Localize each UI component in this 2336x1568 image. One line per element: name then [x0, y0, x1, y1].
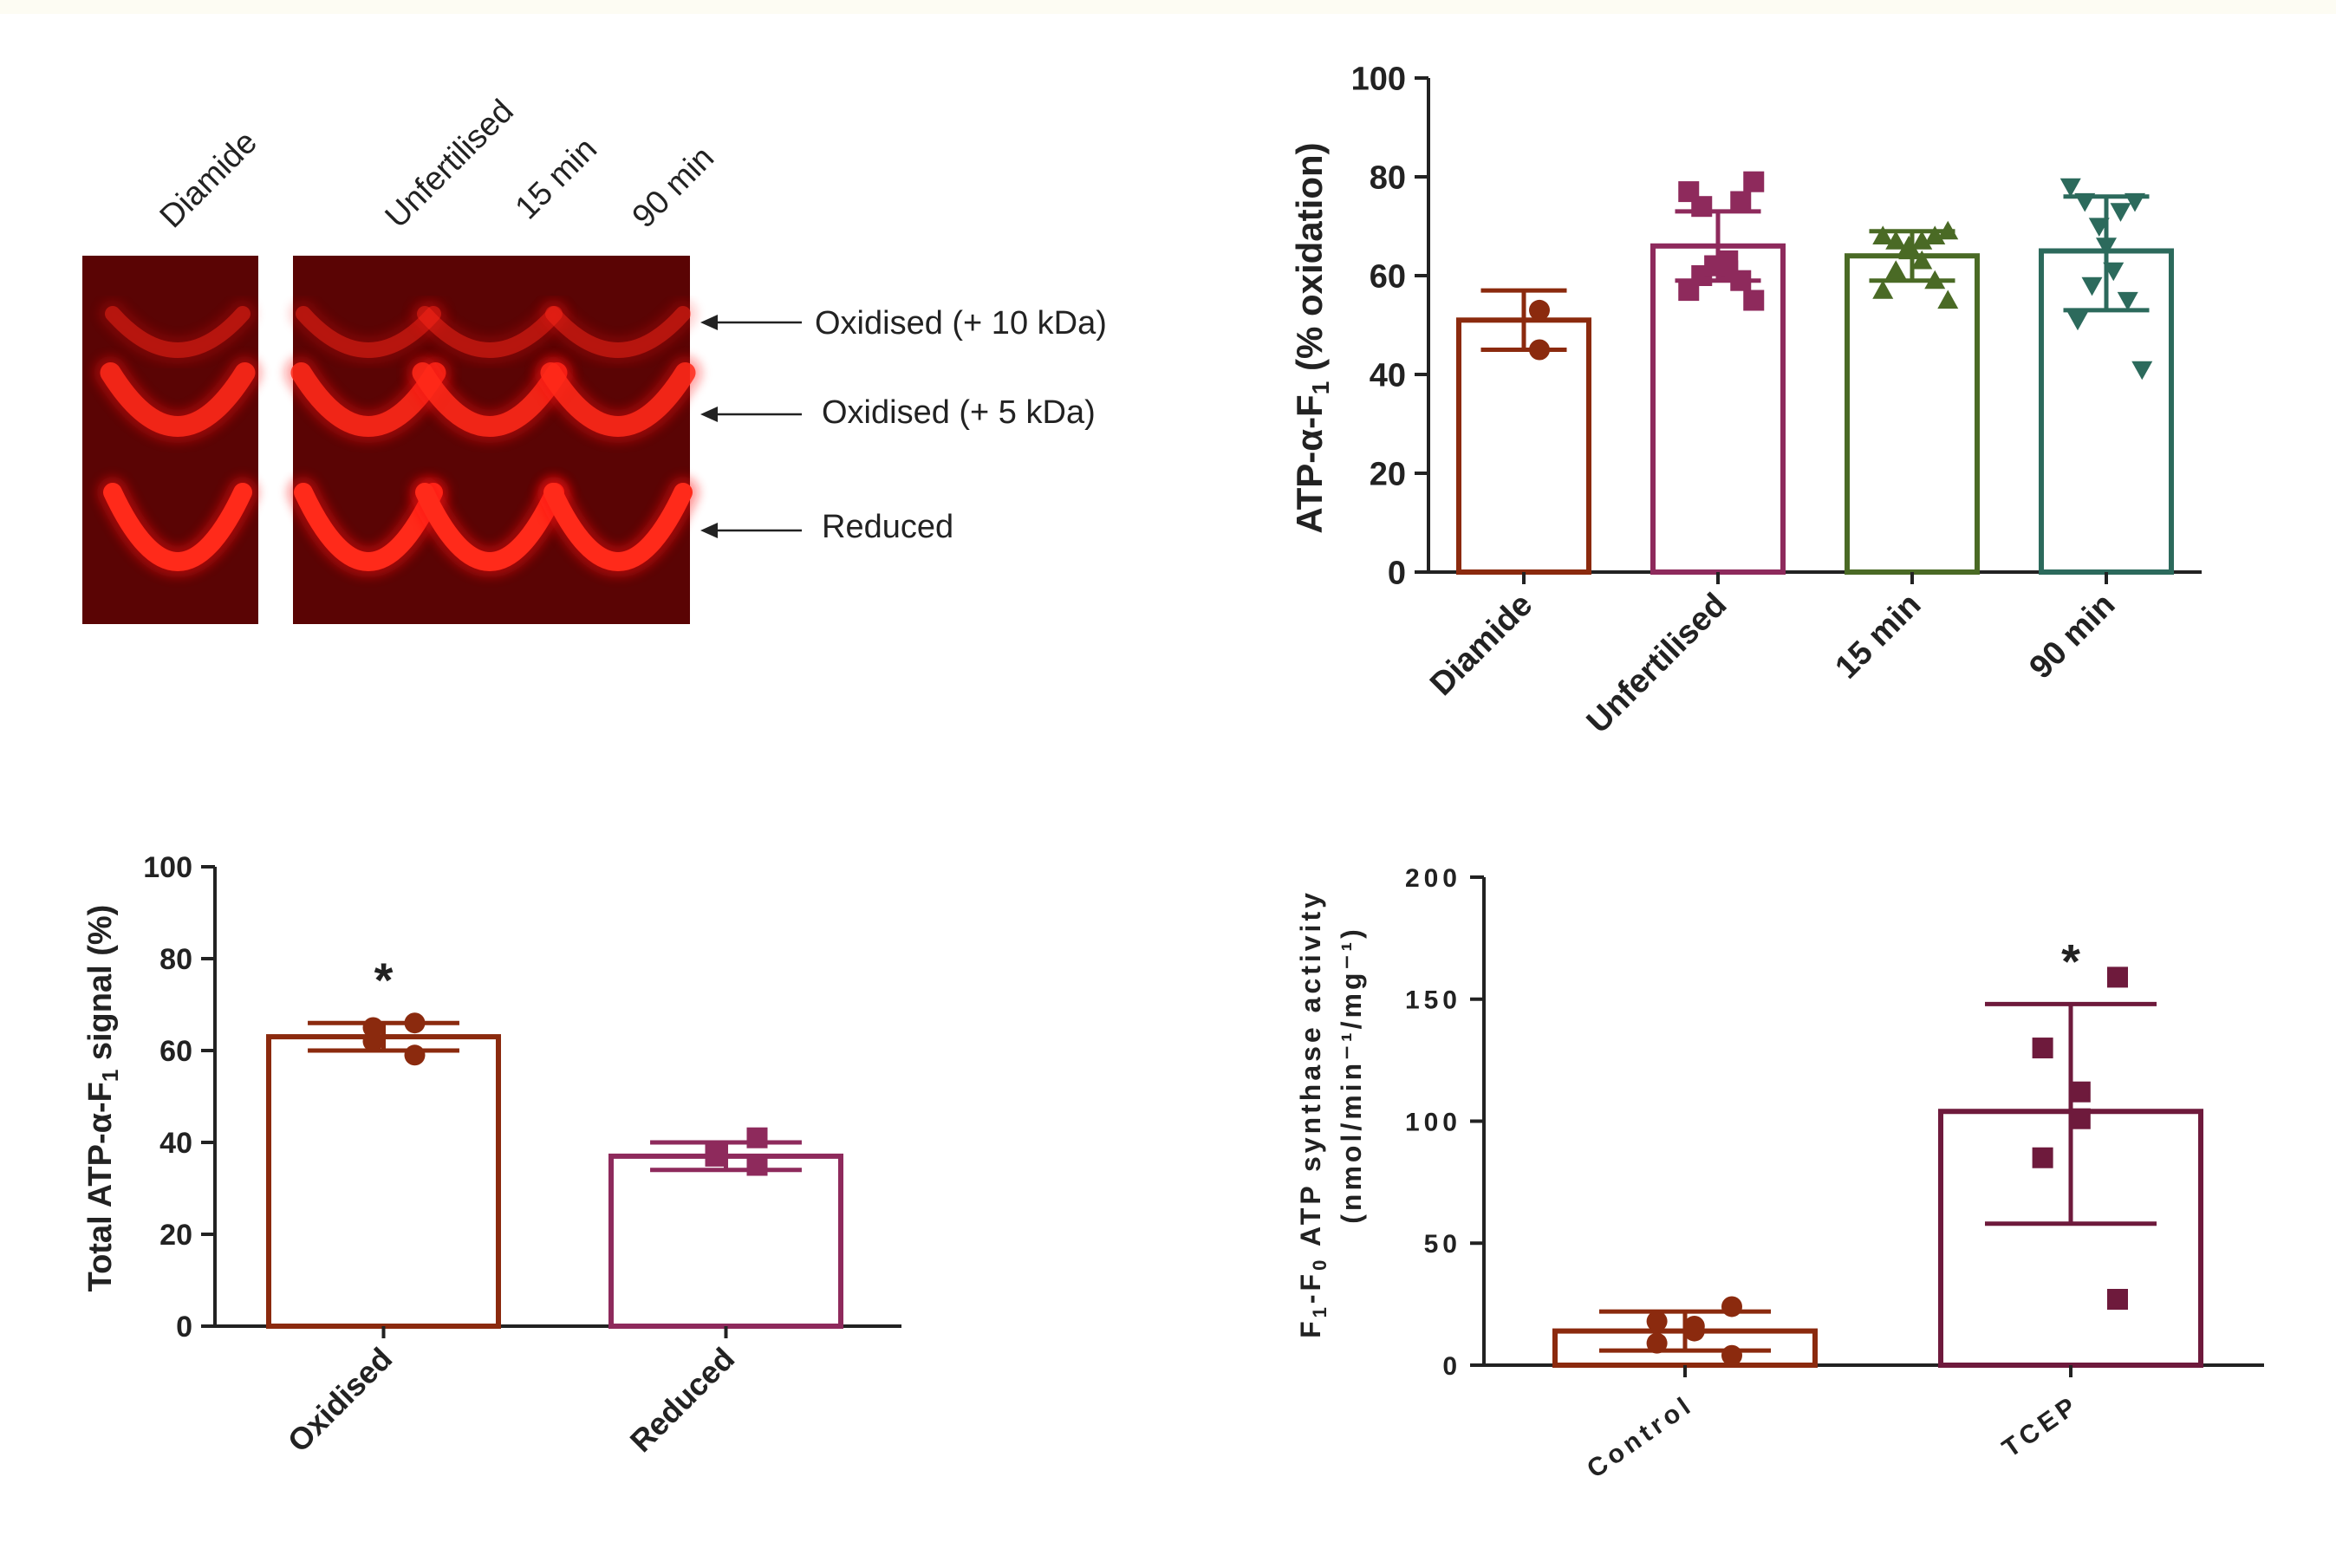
error-bar — [1985, 1001, 2157, 1226]
data-point — [2081, 277, 2103, 296]
data-point — [1721, 1344, 1742, 1366]
gel-band-glow — [290, 300, 447, 364]
gel-band — [296, 306, 441, 358]
gel-band — [415, 483, 564, 571]
data-point — [705, 1141, 726, 1162]
gel-band — [294, 483, 443, 571]
error-bar — [1869, 229, 1955, 283]
y-tick-label: 80 — [159, 943, 192, 976]
y-tick-label: 0 — [1388, 556, 1406, 592]
bar — [608, 1153, 843, 1330]
data-point — [2107, 966, 2128, 988]
data-point — [2107, 1288, 2128, 1310]
y-axis-label: F1-F0 ATP synthase activity — [1295, 889, 1331, 1338]
gel-band — [103, 483, 252, 571]
data-point — [1911, 250, 1933, 270]
y-tick-label: 150 — [1405, 986, 1461, 1015]
significance-marker: * — [374, 953, 394, 1007]
data-point — [1911, 231, 1933, 250]
data-point — [1885, 231, 1907, 250]
data-point — [1678, 181, 1700, 203]
gel-band — [545, 306, 691, 358]
error-bar — [2063, 194, 2150, 313]
gel-band — [105, 306, 251, 358]
error-bar — [308, 1020, 459, 1053]
band-arrow — [700, 407, 802, 422]
data-point — [2032, 1038, 2053, 1059]
data-point — [2067, 311, 2088, 331]
data-point — [1937, 290, 1959, 309]
gel-band — [543, 483, 693, 571]
data-point — [2059, 178, 2081, 198]
data-point — [2069, 1081, 2091, 1103]
gel-band — [540, 362, 696, 437]
error-bar — [1480, 288, 1567, 352]
y-tick-label: 20 — [1370, 457, 1406, 493]
data-point — [1743, 290, 1765, 311]
y-tick-label: 200 — [1405, 864, 1461, 893]
x-category-label: Control — [1582, 1390, 1699, 1484]
data-point — [2069, 1108, 2091, 1129]
y-tick-label: 100 — [143, 851, 192, 884]
band-arrow — [700, 523, 802, 538]
gel-band — [412, 362, 568, 437]
y-tick-label: 0 — [1442, 1352, 1461, 1381]
gel-band — [100, 362, 256, 437]
y-tick-label: 100 — [1351, 62, 1406, 98]
data-point — [1885, 260, 1907, 279]
band-arrow — [700, 315, 802, 330]
error-bar — [1599, 1309, 1771, 1353]
gel-band-glow — [539, 300, 697, 364]
x-category-label: TCEP — [1997, 1390, 2085, 1463]
data-point — [1872, 225, 1894, 244]
y-tick-label: 80 — [1370, 160, 1406, 197]
data-point — [2117, 291, 2138, 311]
gel-band-glow — [411, 300, 569, 364]
data-point — [746, 1155, 768, 1176]
y-tick-label: 20 — [159, 1219, 192, 1252]
y-axis-label: Total ATP-α-F1 signal (%) — [82, 905, 123, 1292]
data-point — [2032, 1147, 2053, 1168]
y-tick-label: 40 — [159, 1127, 192, 1160]
error-bar — [1675, 209, 1761, 283]
data-point — [1730, 191, 1752, 212]
y-tick-label: 60 — [159, 1035, 192, 1068]
data-point — [1646, 1311, 1668, 1332]
gel-band-glow — [99, 300, 257, 364]
y-tick-label: 40 — [1370, 358, 1406, 394]
data-point — [1529, 299, 1550, 321]
y-tick-label: 100 — [1405, 1108, 1461, 1136]
data-point — [1743, 171, 1765, 192]
gel-band — [417, 306, 563, 358]
significance-marker: * — [2061, 934, 2080, 988]
y-tick-label: 60 — [1370, 259, 1406, 296]
y-axis-label: ATP-α-F1 (% oxidation) — [1289, 142, 1334, 533]
data-point — [1721, 1296, 1742, 1318]
y-tick-label: 50 — [1424, 1230, 1461, 1259]
error-bar — [650, 1140, 802, 1173]
y-axis-label-units: (nmol/min⁻¹/mg⁻¹) — [1336, 926, 1367, 1224]
data-point — [2110, 203, 2131, 222]
data-point — [1924, 225, 1946, 244]
data-point — [1872, 280, 1894, 299]
data-point — [1683, 1315, 1705, 1337]
top-strip — [0, 0, 2336, 14]
bar — [266, 1034, 501, 1329]
data-point — [746, 1127, 768, 1148]
band-label: Oxidised (+ 5 kDa) — [822, 394, 1096, 431]
band-label: Oxidised (+ 10 kDa) — [815, 305, 1107, 342]
data-point — [2131, 361, 2153, 381]
band-label: Reduced — [822, 509, 953, 545]
data-point — [1717, 250, 1739, 271]
y-tick-label: 0 — [176, 1311, 192, 1344]
